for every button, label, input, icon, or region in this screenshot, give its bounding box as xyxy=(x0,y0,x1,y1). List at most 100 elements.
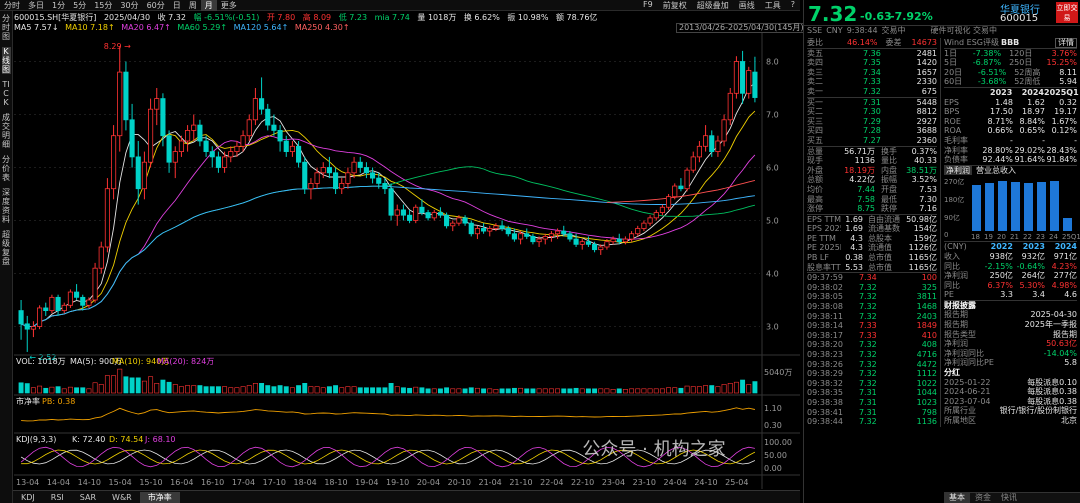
candle-body[interactable] xyxy=(135,156,141,190)
candle-body[interactable] xyxy=(296,145,302,163)
candle-body[interactable] xyxy=(721,119,727,142)
candle-body[interactable] xyxy=(191,124,197,131)
candle-body[interactable] xyxy=(493,225,499,229)
candle-body[interactable] xyxy=(431,212,437,219)
period-tab[interactable]: 日 xyxy=(172,0,181,10)
candle-body[interactable] xyxy=(265,108,271,126)
right-tab[interactable]: 快讯 xyxy=(1001,493,1017,502)
candle-body[interactable] xyxy=(419,206,425,213)
candle-body[interactable] xyxy=(111,135,117,190)
candle-body[interactable] xyxy=(715,140,721,153)
toolbar-button[interactable]: F9 xyxy=(643,0,653,9)
toolbar-button[interactable]: 前复权 xyxy=(662,0,687,10)
candle-body[interactable] xyxy=(326,167,332,174)
indicator-tab[interactable]: W&R xyxy=(112,492,132,502)
candle-body[interactable] xyxy=(647,217,653,224)
candle-body[interactable] xyxy=(555,230,561,235)
esg-detail-link[interactable]: 详情 xyxy=(1055,38,1077,48)
left-nav-item[interactable]: 超级复盘 xyxy=(2,230,10,266)
candle-body[interactable] xyxy=(672,185,678,198)
candle-body[interactable] xyxy=(604,241,610,248)
candle-body[interactable] xyxy=(740,61,746,94)
candle-body[interactable] xyxy=(437,212,443,216)
candle-body[interactable] xyxy=(733,61,739,94)
left-nav-item[interactable]: 成交明细 xyxy=(2,113,10,149)
candle-body[interactable] xyxy=(709,135,715,152)
candle-body[interactable] xyxy=(61,304,67,311)
candle-body[interactable] xyxy=(629,233,635,240)
toolbar-button[interactable]: 工具 xyxy=(764,0,781,10)
candle-body[interactable] xyxy=(407,214,413,221)
candle-body[interactable] xyxy=(598,246,604,251)
candle-body[interactable] xyxy=(178,140,184,153)
candle-body[interactable] xyxy=(117,71,123,137)
candle-body[interactable] xyxy=(271,124,277,131)
left-nav-item[interactable]: 分时图 xyxy=(2,14,10,41)
indicator-tab[interactable]: 市净率 xyxy=(139,491,180,503)
candle-body[interactable] xyxy=(659,206,665,213)
candle-body[interactable] xyxy=(474,228,480,235)
candle-body[interactable] xyxy=(376,177,382,184)
candle-body[interactable] xyxy=(530,235,536,243)
period-tab[interactable]: 月 xyxy=(200,0,217,11)
candle-body[interactable] xyxy=(209,151,215,158)
toolbar-button[interactable]: 超级叠加 xyxy=(696,0,729,10)
candle-body[interactable] xyxy=(259,98,265,110)
candle-body[interactable] xyxy=(154,98,160,110)
candle-body[interactable] xyxy=(746,70,752,94)
candle-body[interactable] xyxy=(394,209,400,216)
candle-body[interactable] xyxy=(67,291,73,306)
candle-body[interactable] xyxy=(283,140,289,153)
candle-body[interactable] xyxy=(129,119,135,158)
candle-body[interactable] xyxy=(678,185,684,190)
candle-body[interactable] xyxy=(351,161,357,174)
date-range[interactable]: 2013/04/26-2025/04/30(145月) xyxy=(676,23,807,33)
period-tab[interactable]: 多日 xyxy=(28,0,44,10)
indicator-tab[interactable]: RSI xyxy=(50,492,64,502)
candle-body[interactable] xyxy=(487,228,493,232)
candle-body[interactable] xyxy=(197,124,203,142)
period-tab[interactable]: 60分 xyxy=(146,0,165,10)
candle-body[interactable] xyxy=(592,243,598,251)
candle-body[interactable] xyxy=(542,235,548,240)
candle-body[interactable] xyxy=(524,233,530,237)
candle-body[interactable] xyxy=(388,188,394,216)
candle-body[interactable] xyxy=(234,145,240,153)
candle-body[interactable] xyxy=(203,140,209,153)
candle-body[interactable] xyxy=(314,172,320,184)
indicator-tab[interactable]: SAR xyxy=(79,492,97,502)
candle-body[interactable] xyxy=(666,196,672,208)
candle-body[interactable] xyxy=(222,156,228,168)
candle-body[interactable] xyxy=(18,310,24,325)
candle-body[interactable] xyxy=(277,130,283,142)
candle-body[interactable] xyxy=(690,156,696,171)
left-nav-item[interactable]: 分价表 xyxy=(2,155,10,182)
candle-body[interactable] xyxy=(185,130,191,142)
candle-body[interactable] xyxy=(536,238,542,243)
candle-body[interactable] xyxy=(481,228,487,232)
period-tab[interactable]: 5分 xyxy=(73,0,87,10)
period-tab[interactable]: 1分 xyxy=(52,0,66,10)
candle-body[interactable] xyxy=(49,296,55,312)
candle-body[interactable] xyxy=(752,71,758,98)
candle-body[interactable] xyxy=(462,217,468,224)
candle-body[interactable] xyxy=(616,238,622,243)
candle-body[interactable] xyxy=(696,145,702,158)
candle-body[interactable] xyxy=(166,135,172,163)
candle-body[interactable] xyxy=(86,299,92,306)
candle-body[interactable] xyxy=(80,296,86,306)
left-nav-item[interactable]: TICK xyxy=(2,80,10,107)
candle-body[interactable] xyxy=(425,212,431,219)
candle-body[interactable] xyxy=(573,238,579,245)
candle-body[interactable] xyxy=(585,241,591,245)
candle-body[interactable] xyxy=(30,326,36,330)
candle-body[interactable] xyxy=(635,228,641,235)
candle-body[interactable] xyxy=(561,230,567,235)
candle-body[interactable] xyxy=(456,217,462,224)
candle-body[interactable] xyxy=(703,135,709,147)
left-nav-item[interactable]: K线图 xyxy=(1,47,11,74)
candle-body[interactable] xyxy=(308,182,314,190)
candle-body[interactable] xyxy=(357,161,363,168)
candle-body[interactable] xyxy=(444,214,450,227)
